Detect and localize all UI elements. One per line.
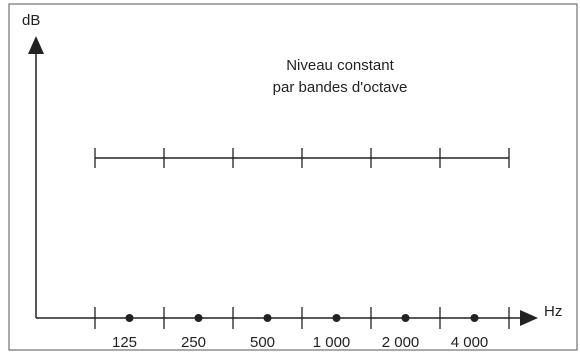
frequency-tick-label: 125 <box>112 334 137 351</box>
frequency-tick-label: 1 000 <box>313 334 351 351</box>
frequency-tick-label: 2 000 <box>382 334 420 351</box>
center-frequency-dot <box>332 314 341 322</box>
center-frequency-dot <box>194 314 203 322</box>
y-axis-arrow <box>28 36 44 54</box>
y-axis-label: dB <box>22 12 40 29</box>
center-frequency-dot <box>125 314 134 322</box>
annotation-line-2: par bandes d'octave <box>273 79 408 96</box>
x-axis-label: Hz <box>544 303 562 320</box>
center-frequency-dot <box>401 314 410 322</box>
x-axis-arrow <box>520 310 538 326</box>
frequency-tick-label: 250 <box>181 334 206 351</box>
chart-marks: 125 250 500 1 000 2 000 4 000 <box>94 148 510 351</box>
frequency-tick-label: 4 000 <box>451 334 489 351</box>
center-frequency-dot <box>470 314 479 322</box>
frequency-tick-label: 500 <box>250 334 275 351</box>
center-frequency-dot <box>263 314 272 322</box>
annotation-line-1: Niveau constant <box>286 57 394 74</box>
figure-frame <box>8 3 578 351</box>
